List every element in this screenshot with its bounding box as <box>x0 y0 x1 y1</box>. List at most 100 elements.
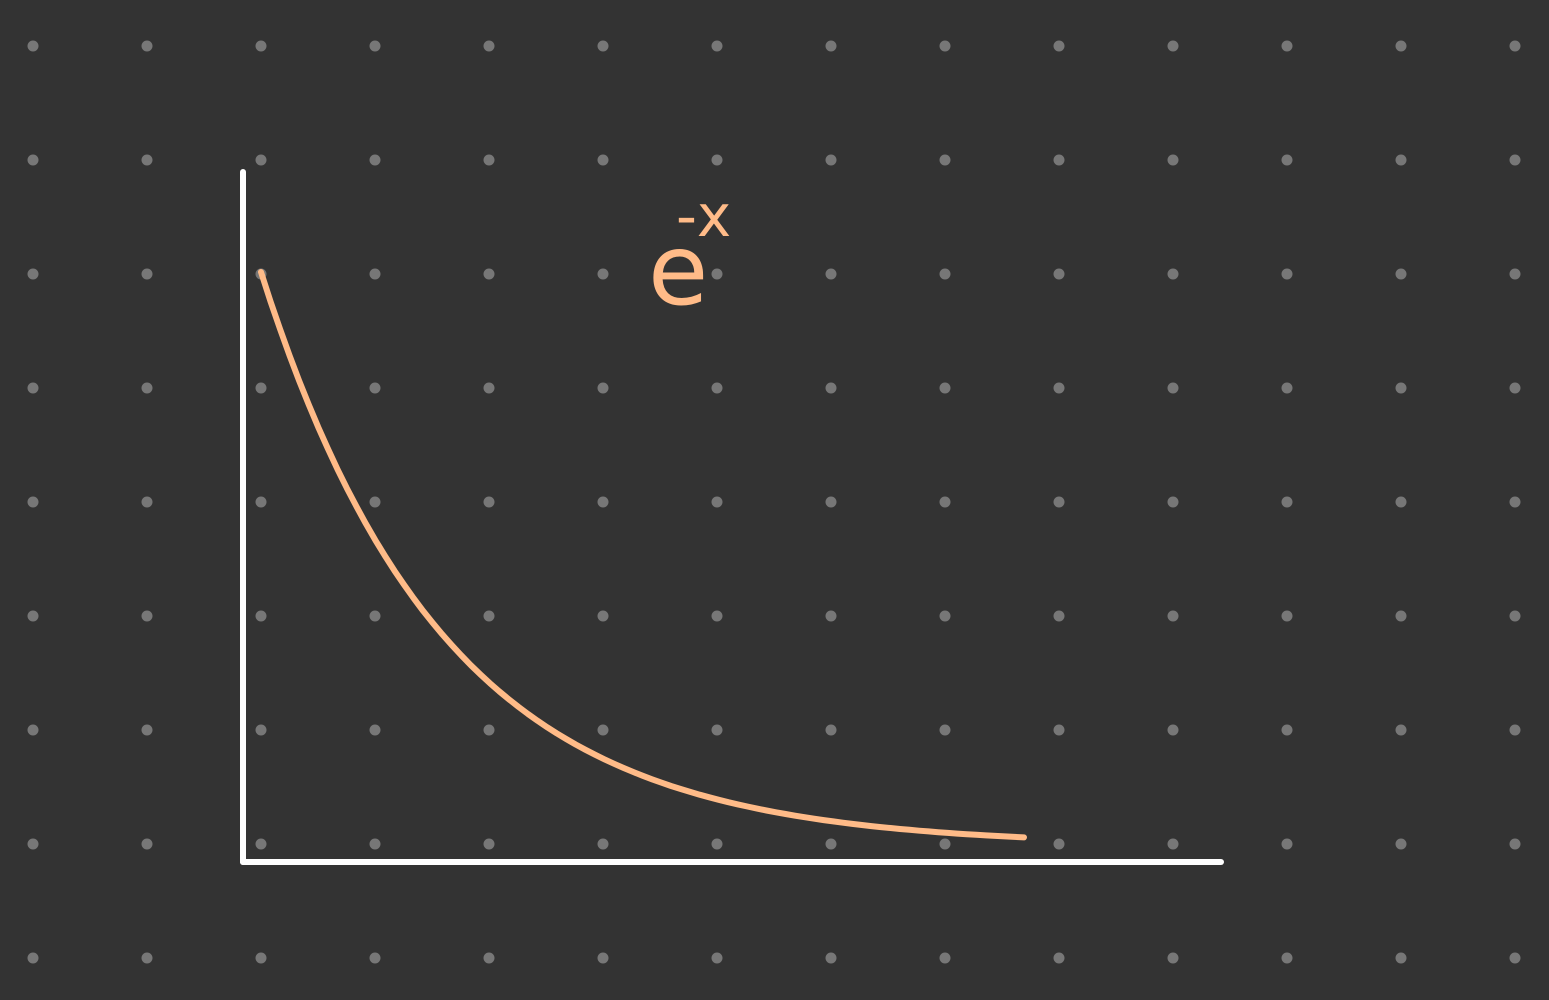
grid-dot <box>483 40 495 52</box>
grid-dot <box>483 838 495 850</box>
grid-dot <box>483 382 495 394</box>
grid-dot <box>1281 382 1293 394</box>
grid-dot <box>369 838 381 850</box>
grid-dot <box>1053 40 1065 52</box>
grid-dot <box>1395 724 1407 736</box>
grid-dot <box>825 724 837 736</box>
grid-dot <box>939 382 951 394</box>
grid-dot <box>483 610 495 622</box>
grid-dot <box>1053 268 1065 280</box>
grid-dot <box>141 952 153 964</box>
exponential-decay-curve[interactable] <box>258 269 1027 841</box>
grid-dot <box>27 496 39 508</box>
grid-dot <box>1509 838 1521 850</box>
grid-dot <box>1167 268 1179 280</box>
grid-dot <box>1281 268 1293 280</box>
grid-dot <box>141 610 153 622</box>
grid-dot <box>1395 496 1407 508</box>
grid-dot <box>1281 952 1293 964</box>
grid-dot <box>825 382 837 394</box>
grid-dot <box>1509 40 1521 52</box>
grid-dot <box>711 838 723 850</box>
grid-dot <box>141 40 153 52</box>
grid-dot <box>1509 382 1521 394</box>
grid-dot <box>939 496 951 508</box>
grid-dot <box>369 40 381 52</box>
grid-dot <box>1167 40 1179 52</box>
grid-dot <box>141 154 153 166</box>
grid-dot <box>369 154 381 166</box>
grid-dot <box>939 40 951 52</box>
grid-dot <box>1167 838 1179 850</box>
grid-dot <box>1281 838 1293 850</box>
grid-dot <box>27 724 39 736</box>
grid-dot <box>369 268 381 280</box>
grid-dot <box>939 838 951 850</box>
grid-dot <box>597 610 609 622</box>
grid-dot <box>483 268 495 280</box>
grid-dot <box>1053 496 1065 508</box>
grid-dot <box>1053 382 1065 394</box>
grid-dot <box>597 382 609 394</box>
grid-dot <box>711 382 723 394</box>
grid-dot <box>369 724 381 736</box>
grid-dot <box>141 268 153 280</box>
grid-dot <box>825 496 837 508</box>
grid-dot <box>1395 154 1407 166</box>
grid-dot <box>711 496 723 508</box>
grid-dot <box>27 610 39 622</box>
grid-dot <box>597 154 609 166</box>
grid-dot <box>141 382 153 394</box>
grid-dot <box>597 838 609 850</box>
grid-dot <box>939 268 951 280</box>
grid-dot <box>369 952 381 964</box>
graph-sketch[interactable]: e -x <box>240 169 1224 865</box>
grid-dot <box>1395 382 1407 394</box>
grid-dot <box>597 724 609 736</box>
grid-dot <box>1509 724 1521 736</box>
grid-dot <box>1053 724 1065 736</box>
grid-dot <box>27 952 39 964</box>
grid-dot <box>1281 610 1293 622</box>
grid-dot <box>1509 952 1521 964</box>
grid-dot <box>255 952 267 964</box>
grid-dot <box>1053 838 1065 850</box>
grid-dot <box>255 610 267 622</box>
grid-dot <box>1395 952 1407 964</box>
grid-dot <box>1281 154 1293 166</box>
grid-dot <box>27 382 39 394</box>
grid-dot <box>141 724 153 736</box>
grid-dot <box>27 268 39 280</box>
grid-dot <box>255 154 267 166</box>
grid-dot <box>1167 154 1179 166</box>
grid-dot <box>255 40 267 52</box>
grid-dot <box>1053 952 1065 964</box>
dot-grid <box>27 40 1521 964</box>
grid-dot <box>1509 610 1521 622</box>
grid-dot <box>255 382 267 394</box>
grid-dot <box>255 724 267 736</box>
grid-dot <box>939 610 951 622</box>
grid-dot <box>141 496 153 508</box>
grid-dot <box>939 952 951 964</box>
grid-dot <box>1509 154 1521 166</box>
grid-dot <box>369 382 381 394</box>
grid-dot <box>1053 610 1065 622</box>
grid-dot <box>597 268 609 280</box>
grid-dot <box>483 952 495 964</box>
grid-dot <box>711 952 723 964</box>
grid-dot <box>1509 496 1521 508</box>
grid-dot <box>1167 610 1179 622</box>
grid-dot <box>825 838 837 850</box>
grid-dot <box>939 154 951 166</box>
grid-dot <box>369 496 381 508</box>
curve-label[interactable]: e -x <box>648 182 731 328</box>
grid-dot <box>1167 496 1179 508</box>
grid-dot <box>255 496 267 508</box>
grid-dot <box>825 154 837 166</box>
grid-dot <box>1167 724 1179 736</box>
grid-dot <box>1281 724 1293 736</box>
grid-dot <box>1395 838 1407 850</box>
